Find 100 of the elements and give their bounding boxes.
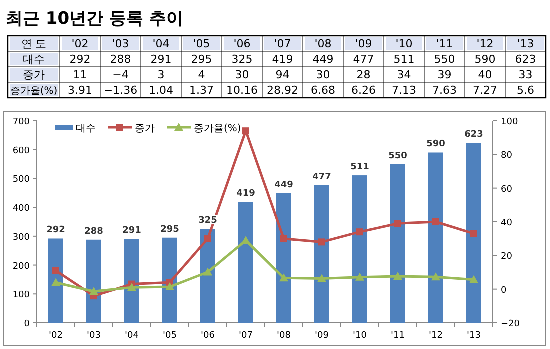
legend-label: 대수 — [76, 124, 96, 134]
data-label: 3 — [158, 68, 165, 82]
data-label: 94 — [276, 68, 290, 82]
data-label: 6.26 — [352, 84, 376, 97]
point — [166, 282, 174, 291]
point — [356, 272, 364, 281]
legend-label: 증가율(%) — [194, 124, 242, 134]
y2-tick-label: 40 — [501, 218, 513, 228]
y-tick-label: 증가율(%) — [10, 86, 58, 97]
x-tick-label: '05 — [163, 331, 177, 341]
y-tick-label: 700 — [12, 118, 30, 128]
x-tick-label: '08 — [314, 38, 332, 50]
bar — [390, 164, 406, 323]
data-label: 3.91 — [68, 84, 92, 97]
data-label: 419 — [236, 189, 256, 200]
x-tick-label: '04 — [125, 331, 140, 341]
x-tick-label: '07 — [239, 331, 253, 341]
bar — [124, 239, 140, 323]
y-tick-label: 400 — [12, 204, 30, 214]
y2-tick-label: 100 — [501, 118, 518, 128]
y2-tick-label: −20 — [501, 320, 520, 330]
data-label: 11 — [73, 68, 88, 82]
point — [128, 283, 136, 292]
bar — [276, 193, 292, 323]
bar — [466, 143, 482, 323]
data-label: 449 — [312, 53, 334, 66]
x-tick-label: '09 — [315, 331, 330, 341]
bar — [428, 152, 444, 323]
y-tick-label: 0 — [24, 320, 30, 330]
bar — [86, 240, 102, 323]
y2-tick-label: 60 — [501, 184, 513, 195]
x-tick-label: '03 — [112, 38, 130, 50]
y2-tick-label: 20 — [501, 252, 513, 262]
data-label: 1.04 — [149, 84, 174, 97]
y2-tick-label: 0 — [501, 286, 507, 296]
data-label: 6.68 — [311, 84, 336, 97]
x-tick-label: '09 — [355, 38, 372, 50]
x-tick-label: '07 — [274, 38, 292, 50]
point — [242, 128, 250, 135]
x-tick-label: '06 — [234, 38, 251, 50]
y-tick-label: 200 — [12, 262, 30, 272]
data-label: 7.27 — [473, 84, 498, 97]
point — [280, 235, 288, 242]
x-tick-label: '11 — [391, 331, 405, 341]
text: 연 도 — [21, 38, 47, 50]
x-tick-label: '03 — [87, 331, 101, 341]
data-label: 590 — [474, 53, 496, 66]
y-tick-label: 100 — [12, 290, 30, 301]
data-label: 292 — [70, 53, 91, 66]
point — [470, 230, 478, 238]
x-tick-label: '12 — [476, 38, 494, 50]
point — [52, 278, 60, 286]
point — [432, 218, 440, 226]
x-tick-label: '06 — [201, 331, 216, 341]
data-label: 33 — [518, 68, 533, 82]
data-label: 325 — [232, 53, 253, 66]
point — [52, 267, 60, 274]
bar — [238, 202, 254, 323]
data-label: 550 — [434, 53, 456, 66]
data-label: 5.6 — [517, 84, 534, 97]
data-label: −1.36 — [104, 84, 138, 97]
data-label: 28 — [356, 68, 371, 82]
x-tick-label: '13 — [517, 38, 534, 50]
data-label: −4 — [112, 68, 129, 82]
x-tick-label: '11 — [436, 38, 454, 50]
data-label: 34 — [397, 68, 412, 82]
x-tick-label: '10 — [396, 38, 413, 50]
data-label: 291 — [122, 226, 142, 236]
data-label: 30 — [235, 68, 250, 82]
data-label: 511 — [394, 53, 415, 66]
point — [90, 287, 98, 296]
data-label: 590 — [426, 140, 446, 150]
x-tick-label: '12 — [429, 331, 443, 341]
data-label: 623 — [515, 53, 536, 66]
y2-tick-label: 80 — [501, 151, 513, 162]
data-label: 477 — [353, 53, 374, 66]
bar — [352, 176, 368, 323]
point — [242, 236, 250, 244]
x-tick-label: '04 — [152, 38, 170, 50]
point — [432, 272, 440, 281]
data-label: 511 — [350, 162, 370, 173]
x-tick-label: '13 — [467, 331, 481, 341]
point — [204, 268, 212, 276]
y-tick-label: 대수 — [23, 53, 45, 66]
data-label: 623 — [464, 130, 484, 140]
bar — [314, 185, 330, 323]
data-label: 7.13 — [392, 84, 416, 97]
data-label: 419 — [272, 53, 294, 66]
data-label: 40 — [478, 68, 492, 82]
y-tick-label: 600 — [12, 146, 30, 156]
data-label: 10.16 — [226, 84, 258, 97]
data-label: 4 — [198, 68, 206, 82]
x-tick-label: '05 — [193, 38, 210, 50]
point — [318, 274, 326, 282]
data-label: 39 — [438, 68, 452, 82]
data-label: 28.92 — [267, 84, 298, 97]
data-label: 449 — [274, 180, 294, 190]
x-tick-label: '08 — [277, 331, 292, 341]
data-label: 7.63 — [432, 84, 457, 97]
data-label: 1.37 — [190, 84, 214, 97]
